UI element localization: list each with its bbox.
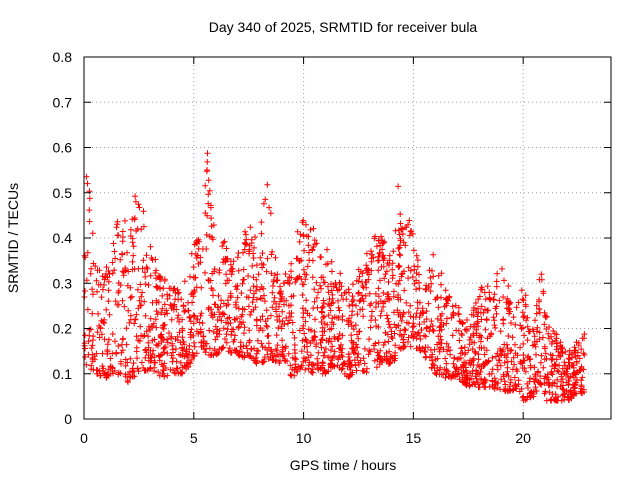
x-tick-label: 15 [406, 430, 422, 446]
y-tick-label: 0.4 [53, 230, 73, 246]
axis-tick-labels: 0 0.1 0.2 0.3 0.4 0.5 0.6 0.7 0.8 0 5 10 15 20 [53, 49, 532, 446]
y-tick-label: 0.6 [53, 140, 73, 156]
data-points [81, 150, 588, 404]
y-tick-label: 0.1 [53, 366, 73, 382]
x-tick-label: 5 [190, 430, 198, 446]
x-axis-label: GPS time / hours [290, 457, 397, 473]
srmtid-points [81, 150, 588, 404]
x-tick-label: 0 [80, 430, 88, 446]
y-tick-label: 0.3 [53, 275, 73, 291]
x-tick-label: 20 [515, 430, 531, 446]
y-axis-label: SRMTID / TECUs [5, 183, 21, 293]
axis-ticks [83, 56, 611, 420]
y-tick-label: 0.5 [53, 185, 73, 201]
y-tick-label: 0 [64, 411, 72, 427]
y-tick-label: 0.7 [53, 94, 73, 110]
x-tick-label: 10 [296, 430, 312, 446]
y-tick-label: 0.8 [53, 49, 73, 65]
y-tick-label: 0.2 [53, 321, 73, 337]
chart-title: Day 340 of 2025, SRMTID for receiver bul… [209, 19, 478, 35]
